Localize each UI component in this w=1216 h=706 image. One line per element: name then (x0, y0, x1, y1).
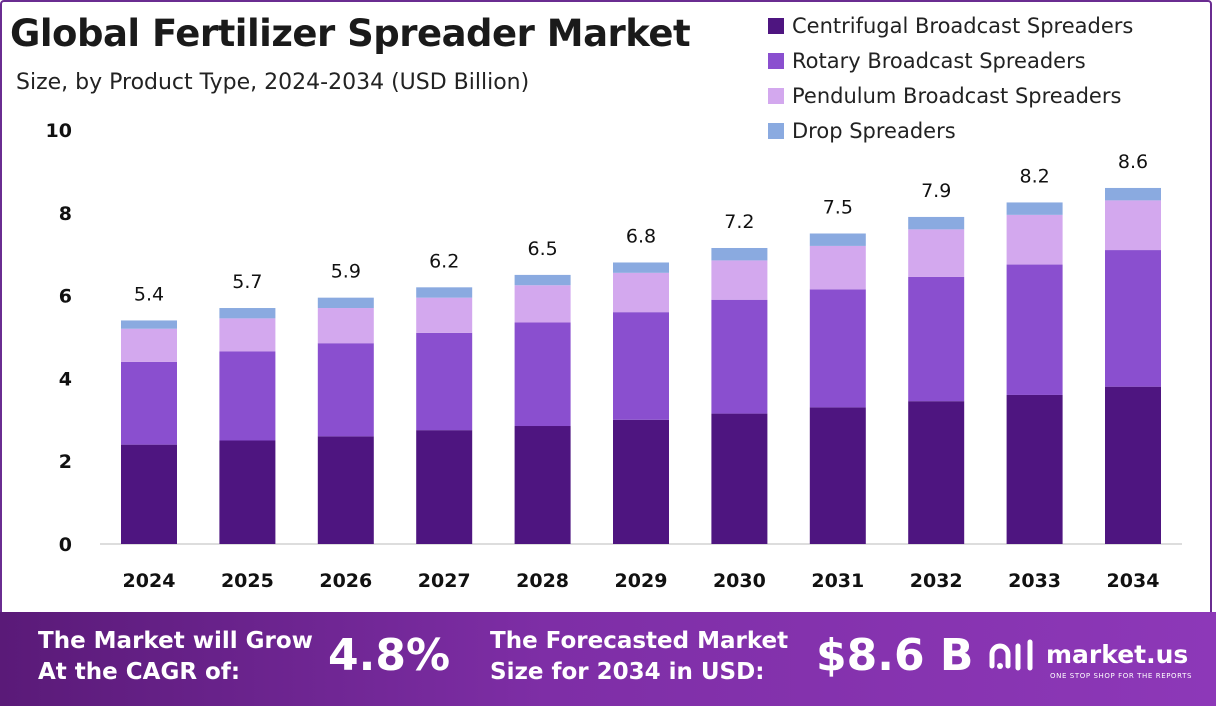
legend-label-centrifugal: Centrifugal Broadcast Spreaders (792, 13, 1134, 38)
bar-segment-pendulum-broadcast-spreaders (1105, 200, 1161, 251)
bar-segment-pendulum-broadcast-spreaders (711, 260, 768, 300)
bar-segment-pendulum-broadcast-spreaders (121, 328, 177, 362)
bar-segment-centrifugal-broadcast-spreaders (1105, 386, 1161, 544)
bar-segment-pendulum-broadcast-spreaders (416, 297, 473, 333)
legend-swatch-rotary (768, 52, 784, 69)
x-tick-label: 2032 (910, 570, 963, 592)
x-tick-label: 2025 (221, 570, 274, 592)
brand-name: market.us (1046, 640, 1189, 669)
bar-segment-rotary-broadcast-spreaders (514, 322, 571, 427)
bar-segment-pendulum-broadcast-spreaders (809, 245, 866, 290)
bar-segment-rotary-broadcast-spreaders (416, 332, 473, 431)
bar-segment-drop-spreaders (1006, 202, 1063, 215)
bar-total-label: 7.9 (921, 180, 951, 202)
bar-segment-pendulum-broadcast-spreaders (514, 285, 571, 323)
legend-item-pendulum: Pendulum Broadcast Spreaders (768, 78, 1133, 113)
summary-banner: The Market will Grow At the CAGR of: 4.8… (0, 612, 1216, 706)
bar-segment-drop-spreaders (908, 216, 965, 230)
bar-segment-rotary-broadcast-spreaders (1006, 264, 1063, 395)
bar-segment-drop-spreaders (514, 274, 571, 286)
bar-segment-drop-spreaders (711, 247, 768, 261)
x-tick-label: 2033 (1008, 570, 1061, 592)
bar-segment-rotary-broadcast-spreaders (219, 351, 276, 441)
legend-item-rotary: Rotary Broadcast Spreaders (768, 43, 1133, 78)
forecast-value: $8.6 B (816, 630, 974, 681)
cagr-label-line-2: At the CAGR of: (38, 659, 241, 685)
y-tick-label: 0 (59, 534, 72, 556)
bar-segment-centrifugal-broadcast-spreaders (514, 426, 571, 544)
bar-segment-rotary-broadcast-spreaders (613, 312, 669, 420)
y-tick-label: 2 (59, 451, 72, 473)
bar-segment-rotary-broadcast-spreaders (1105, 250, 1161, 387)
bar-segment-rotary-broadcast-spreaders (711, 299, 768, 414)
x-tick-label: 2030 (713, 570, 766, 592)
chart-title: Global Fertilizer Spreader Market (10, 12, 691, 55)
bar-segment-centrifugal-broadcast-spreaders (1006, 394, 1063, 544)
legend-swatch-drop (768, 122, 784, 139)
y-tick-label: 10 (46, 120, 72, 142)
bar-total-label: 8.2 (1019, 165, 1049, 187)
bar-segment-centrifugal-broadcast-spreaders (317, 436, 374, 544)
legend-swatch-centrifugal (768, 17, 784, 34)
bar-segment-drop-spreaders (317, 297, 374, 309)
bar-total-label: 5.7 (232, 271, 262, 293)
chart-legend: Centrifugal Broadcast Spreaders Rotary B… (768, 8, 1133, 148)
x-tick-label: 2026 (319, 570, 372, 592)
brand-logo: market.us ONE STOP SHOP FOR THE REPORTS (988, 636, 1191, 680)
x-tick-label: 2034 (1107, 570, 1160, 592)
bar-segment-centrifugal-broadcast-spreaders (711, 413, 768, 544)
bar-segment-rotary-broadcast-spreaders (908, 276, 965, 402)
x-tick-label: 2027 (418, 570, 471, 592)
bar-segment-drop-spreaders (219, 308, 276, 319)
bar-total-label: 7.2 (724, 211, 754, 233)
bar-segment-centrifugal-broadcast-spreaders (121, 444, 177, 544)
bar-segment-pendulum-broadcast-spreaders (613, 272, 669, 313)
bar-segment-centrifugal-broadcast-spreaders (613, 419, 669, 544)
brand-logo-icon (989, 639, 1033, 671)
bar-total-label: 8.6 (1118, 151, 1148, 173)
bar-segment-rotary-broadcast-spreaders (121, 361, 177, 445)
bar-segment-pendulum-broadcast-spreaders (219, 318, 276, 352)
bar-segment-pendulum-broadcast-spreaders (317, 308, 374, 344)
bar-total-label: 6.8 (626, 225, 656, 247)
legend-label-pendulum: Pendulum Broadcast Spreaders (792, 83, 1122, 108)
bar-segment-drop-spreaders (121, 320, 177, 329)
bar-segment-rotary-broadcast-spreaders (809, 289, 866, 408)
cagr-label-line-1: The Market will Grow (38, 628, 313, 654)
bar-segment-pendulum-broadcast-spreaders (908, 229, 965, 277)
x-tick-label: 2024 (123, 570, 176, 592)
bar-segment-rotary-broadcast-spreaders (317, 343, 374, 437)
x-tick-label: 2029 (615, 570, 668, 592)
brand-tagline: ONE STOP SHOP FOR THE REPORTS (1050, 672, 1193, 680)
bar-segment-centrifugal-broadcast-spreaders (416, 430, 473, 544)
bar-total-label: 5.4 (134, 283, 164, 305)
bar-segment-drop-spreaders (416, 287, 473, 298)
bar-total-label: 7.5 (823, 197, 853, 219)
y-tick-label: 6 (59, 286, 72, 308)
bar-segment-centrifugal-broadcast-spreaders (809, 407, 866, 544)
x-tick-label: 2031 (811, 570, 864, 592)
bar-total-label: 6.2 (429, 250, 459, 272)
forecast-label-line-2: Size for 2034 in USD: (490, 659, 765, 685)
bar-segment-drop-spreaders (809, 233, 866, 246)
legend-item-drop: Drop Spreaders (768, 113, 1133, 148)
y-tick-label: 4 (59, 368, 72, 390)
x-tick-label: 2028 (516, 570, 569, 592)
legend-item-centrifugal: Centrifugal Broadcast Spreaders (768, 8, 1133, 43)
forecast-label-line-1: The Forecasted Market (490, 628, 789, 654)
bar-total-label: 6.5 (527, 238, 557, 260)
bar-segment-pendulum-broadcast-spreaders (1006, 214, 1063, 265)
cagr-value: 4.8% (328, 630, 451, 681)
y-tick-label: 8 (59, 203, 72, 225)
chart-subtitle: Size, by Product Type, 2024-2034 (USD Bi… (16, 70, 530, 95)
bar-segment-drop-spreaders (1105, 187, 1161, 201)
legend-label-rotary: Rotary Broadcast Spreaders (792, 48, 1086, 73)
stacked-bar-chart: 0 2 4 6 8 10 5.4 2024 5.7 2025 5.9 2026 6.2 2027 6.5 20… (46, 120, 1182, 592)
bar-total-label: 5.9 (331, 261, 361, 283)
legend-label-drop: Drop Spreaders (792, 118, 956, 143)
bar-segment-centrifugal-broadcast-spreaders (908, 401, 965, 544)
bar-segment-centrifugal-broadcast-spreaders (219, 440, 276, 544)
bar-segment-drop-spreaders (613, 262, 669, 273)
legend-swatch-pendulum (768, 87, 784, 104)
